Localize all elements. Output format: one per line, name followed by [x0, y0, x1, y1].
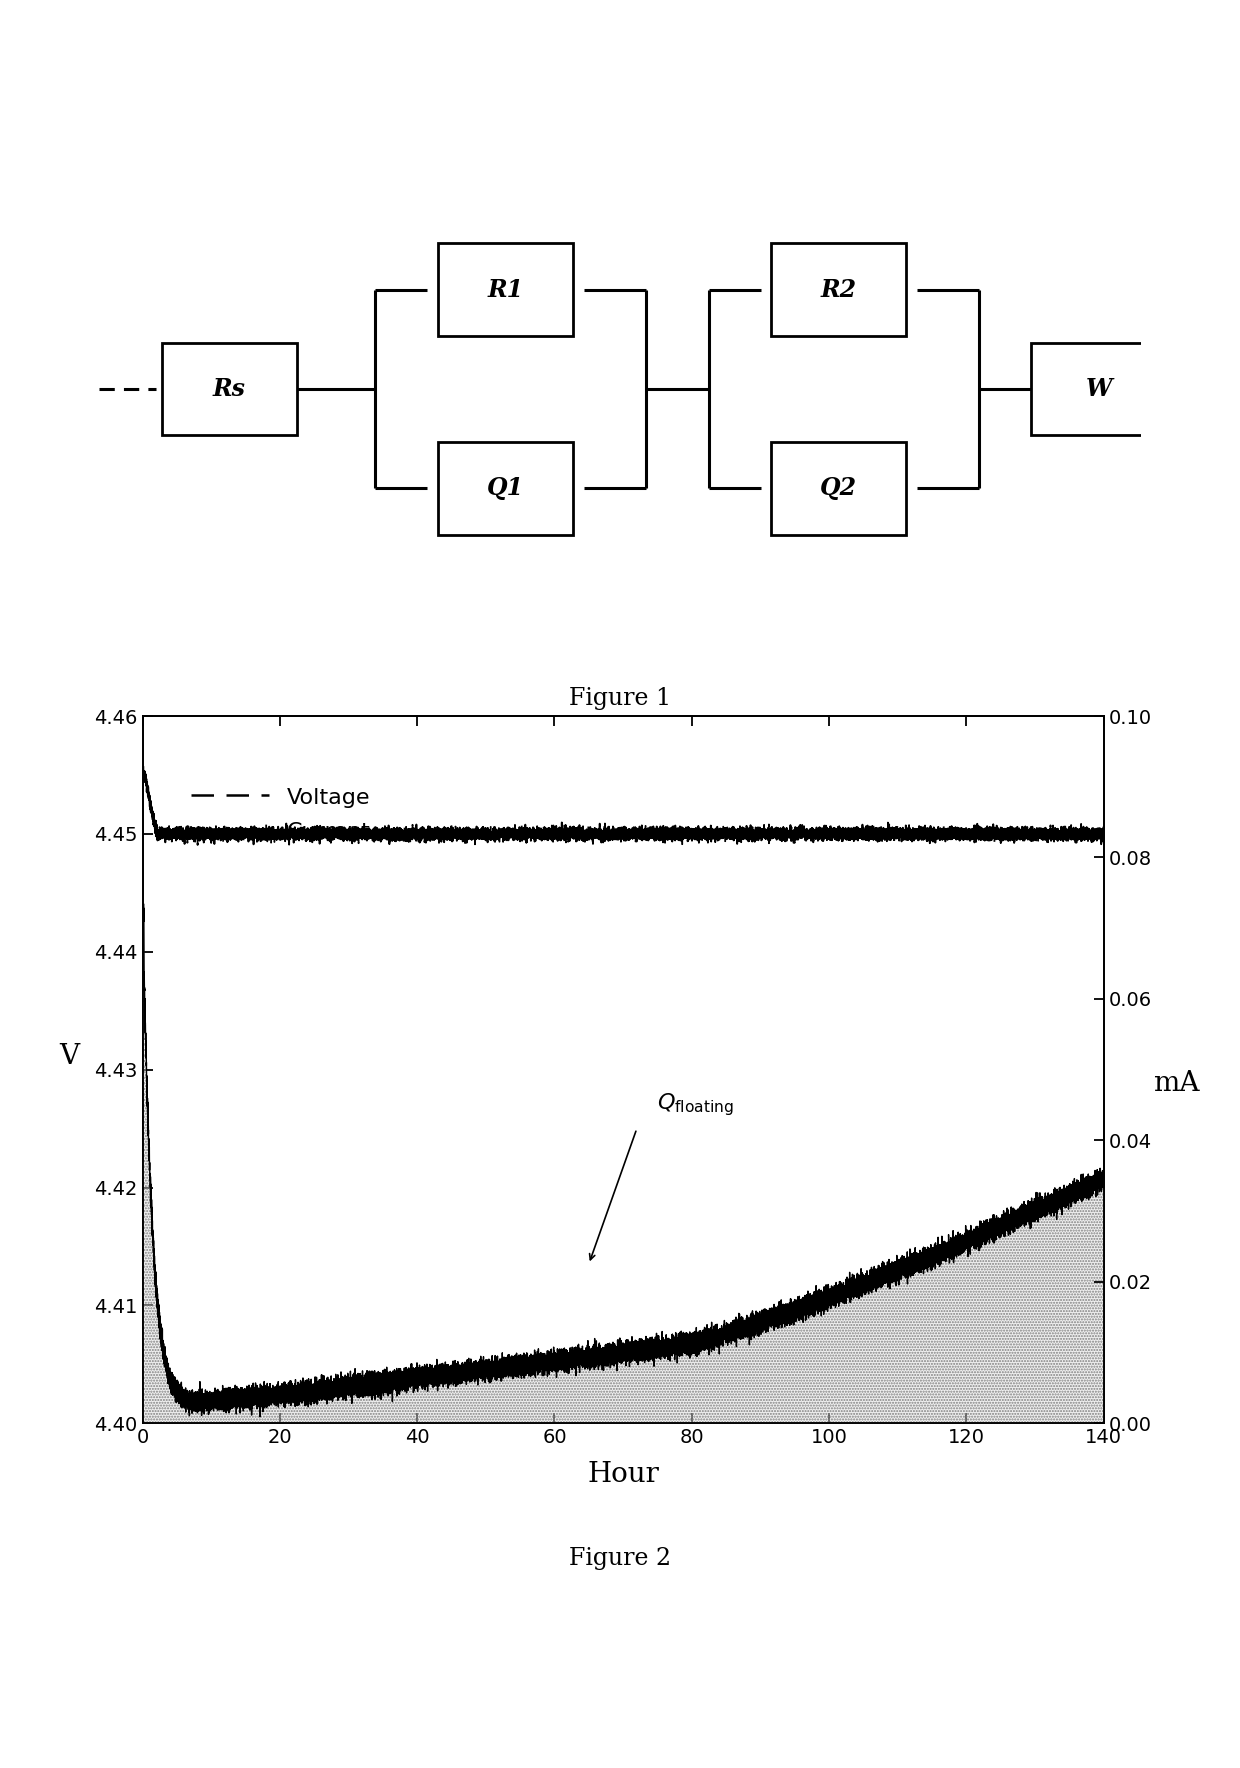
Text: R1: R1 [487, 278, 523, 302]
Y-axis label: mA: mA [1153, 1070, 1200, 1096]
Legend: Voltage, Current: Voltage, Current [182, 776, 379, 852]
Bar [438, 242, 573, 336]
Y-axis label: V: V [60, 1043, 79, 1070]
Text: Rs: Rs [213, 377, 246, 401]
Bar [771, 242, 906, 336]
Text: $Q_{\mathrm{floating}}$: $Q_{\mathrm{floating}}$ [657, 1091, 734, 1119]
Bar [161, 343, 298, 435]
Text: Q1: Q1 [487, 476, 525, 500]
Bar [438, 442, 573, 534]
Bar [771, 442, 906, 534]
Text: R2: R2 [821, 278, 857, 302]
Bar [1032, 343, 1167, 435]
X-axis label: Hour: Hour [588, 1460, 658, 1489]
Text: Figure 1: Figure 1 [569, 688, 671, 711]
Text: Figure 2: Figure 2 [569, 1547, 671, 1570]
Text: Q2: Q2 [820, 476, 857, 500]
Text: W: W [1086, 377, 1112, 401]
